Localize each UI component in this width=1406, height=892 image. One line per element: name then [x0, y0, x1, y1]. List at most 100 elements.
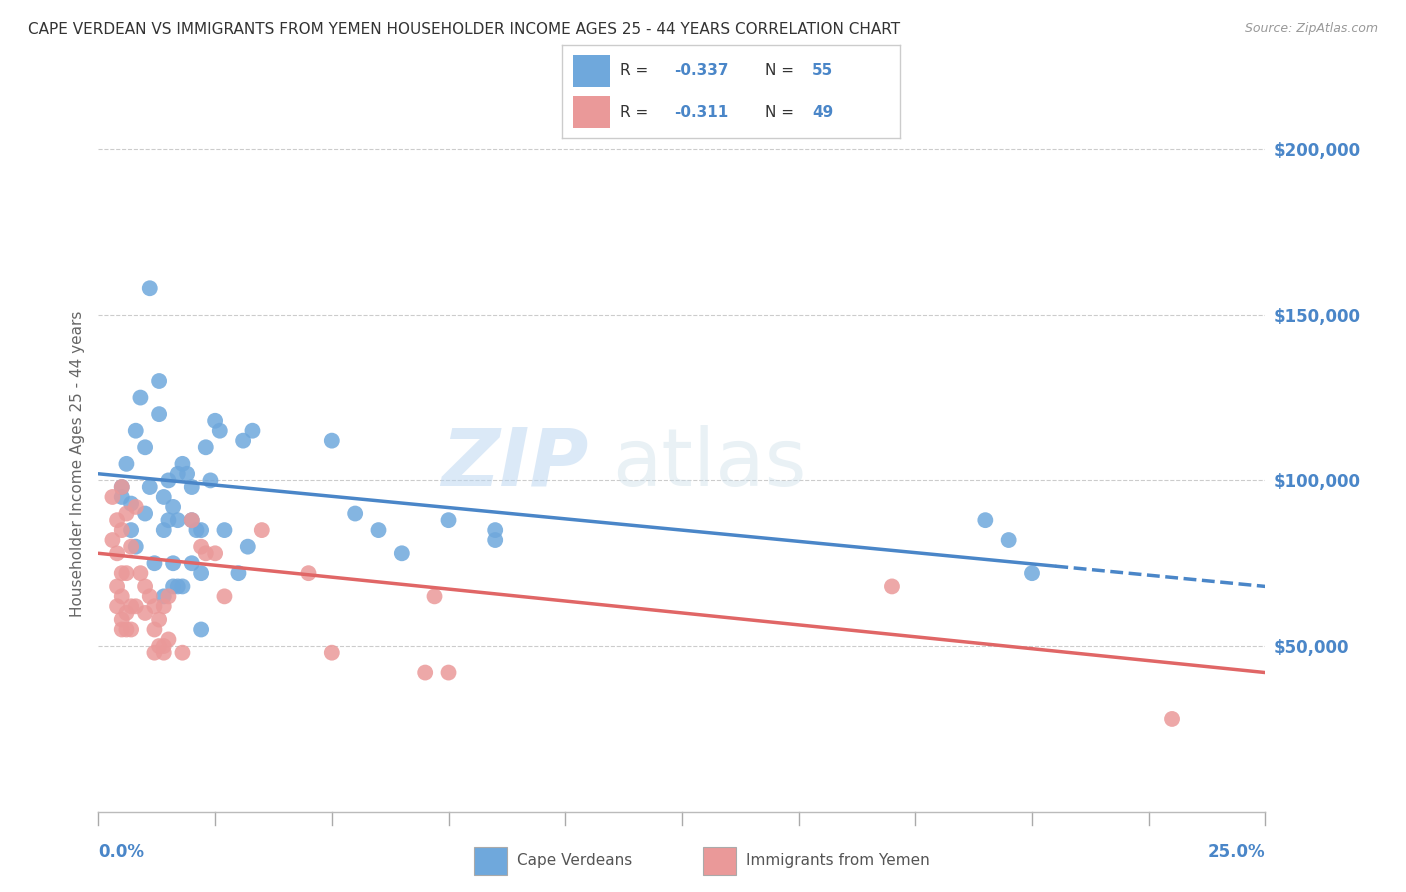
Point — [111, 523, 134, 537]
Point — [166, 513, 188, 527]
Point — [139, 590, 162, 604]
Point — [344, 507, 367, 521]
Point — [105, 513, 128, 527]
Point — [236, 540, 259, 554]
Point — [1161, 712, 1184, 726]
Point — [111, 566, 134, 581]
Point — [111, 490, 134, 504]
Text: -0.337: -0.337 — [673, 63, 728, 78]
Point — [152, 523, 174, 537]
Point — [186, 523, 208, 537]
Point — [484, 533, 506, 547]
Point — [115, 606, 138, 620]
Point — [148, 374, 170, 388]
Point — [115, 457, 138, 471]
Point — [125, 599, 148, 614]
Point — [997, 533, 1019, 547]
Point — [172, 646, 194, 660]
Point — [194, 546, 217, 560]
Text: N =: N = — [765, 104, 799, 120]
Point — [143, 556, 166, 570]
Bar — [572, 55, 610, 87]
Point — [204, 546, 226, 560]
Point — [120, 623, 142, 637]
Point — [190, 540, 212, 554]
Point — [120, 523, 142, 537]
Point — [1021, 566, 1043, 581]
Point — [214, 523, 236, 537]
Point — [190, 523, 212, 537]
Point — [157, 590, 180, 604]
Point — [157, 632, 180, 647]
Point — [162, 500, 184, 514]
Point — [120, 599, 142, 614]
Point — [129, 391, 152, 405]
Y-axis label: Householder Income Ages 25 - 44 years: Householder Income Ages 25 - 44 years — [69, 310, 84, 617]
Point — [880, 579, 903, 593]
Point — [125, 424, 148, 438]
Point — [194, 440, 217, 454]
Point — [115, 566, 138, 581]
Point — [152, 490, 174, 504]
Bar — [572, 96, 610, 128]
Point — [105, 579, 128, 593]
Point — [120, 540, 142, 554]
Point — [111, 480, 134, 494]
Text: Immigrants from Yemen: Immigrants from Yemen — [747, 854, 929, 868]
Point — [111, 480, 134, 494]
Point — [204, 414, 226, 428]
Point — [125, 500, 148, 514]
Point — [148, 407, 170, 421]
Point — [180, 556, 202, 570]
Point — [143, 599, 166, 614]
Point — [143, 646, 166, 660]
Point — [111, 590, 134, 604]
Text: Cape Verdeans: Cape Verdeans — [516, 854, 631, 868]
Point — [180, 513, 202, 527]
Point — [413, 665, 436, 680]
Point — [139, 480, 162, 494]
Point — [214, 590, 236, 604]
Point — [162, 579, 184, 593]
Point — [115, 507, 138, 521]
Point — [208, 424, 231, 438]
Point — [172, 579, 194, 593]
Point — [176, 467, 198, 481]
Text: 0.0%: 0.0% — [98, 843, 145, 861]
Point — [148, 639, 170, 653]
Point — [134, 579, 156, 593]
Point — [190, 566, 212, 581]
Point — [250, 523, 273, 537]
Point — [134, 440, 156, 454]
Point — [101, 533, 124, 547]
Point — [152, 590, 174, 604]
Point — [321, 646, 343, 660]
Point — [157, 513, 180, 527]
Point — [367, 523, 389, 537]
Point — [101, 490, 124, 504]
Point — [143, 623, 166, 637]
Point — [172, 457, 194, 471]
Point — [180, 513, 202, 527]
Point — [437, 513, 460, 527]
Text: Source: ZipAtlas.com: Source: ZipAtlas.com — [1244, 22, 1378, 36]
Point — [111, 613, 134, 627]
Text: atlas: atlas — [612, 425, 806, 503]
Bar — [703, 847, 737, 875]
Point — [200, 474, 222, 488]
Point — [242, 424, 264, 438]
Point — [484, 523, 506, 537]
Point — [321, 434, 343, 448]
Point — [129, 566, 152, 581]
Point — [152, 646, 174, 660]
Point — [391, 546, 413, 560]
Point — [139, 281, 162, 295]
Point — [166, 467, 188, 481]
Text: R =: R = — [620, 63, 652, 78]
Point — [157, 474, 180, 488]
Point — [115, 623, 138, 637]
Point — [190, 623, 212, 637]
Text: -0.311: -0.311 — [673, 104, 728, 120]
Point — [134, 507, 156, 521]
Point — [105, 599, 128, 614]
